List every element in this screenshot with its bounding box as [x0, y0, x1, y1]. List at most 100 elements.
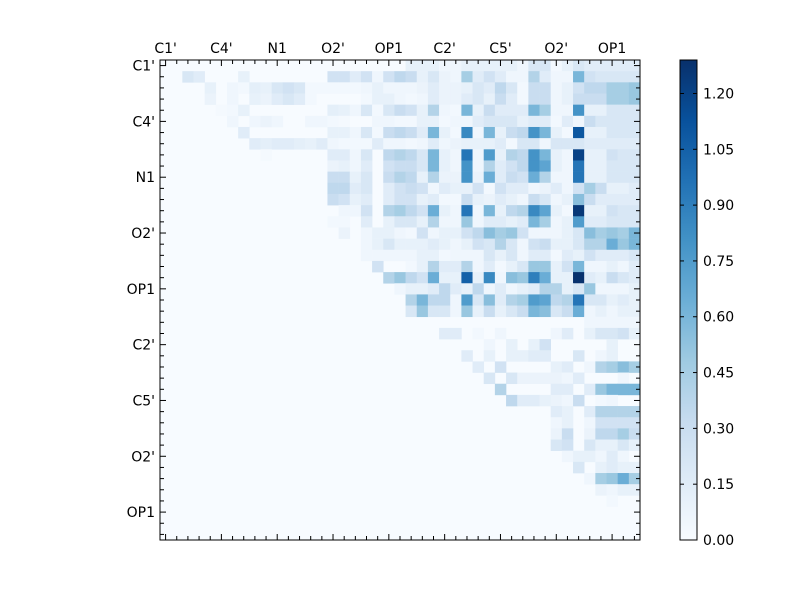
- heatmap-cell: [416, 193, 429, 206]
- heatmap-cell: [517, 394, 529, 407]
- heatmap-cell: [561, 428, 574, 440]
- heatmap-cell: [316, 115, 328, 128]
- heatmap-cell: [584, 428, 596, 440]
- heatmap-cell: [416, 205, 429, 217]
- heatmap-cell: [483, 138, 496, 150]
- heatmap-cell: [338, 104, 351, 117]
- heatmap-cell: [439, 149, 451, 161]
- heatmap-cell: [450, 71, 462, 83]
- heatmap-cell: [305, 82, 317, 94]
- heatmap-cell: [450, 182, 462, 195]
- heatmap-cell: [394, 193, 406, 206]
- x-tick-label: OP1: [375, 41, 403, 57]
- heatmap-cell: [550, 428, 563, 440]
- heatmap-cell: [349, 205, 362, 217]
- heatmap-cell: [394, 227, 406, 239]
- heatmap-cell: [282, 93, 295, 105]
- heatmap-cell: [550, 238, 563, 251]
- heatmap-cell: [360, 71, 373, 83]
- heatmap-cell: [483, 305, 496, 318]
- heatmap-cell: [483, 372, 496, 385]
- heatmap-cell: [606, 82, 618, 94]
- heatmap-cell: [628, 406, 641, 418]
- heatmap-cell: [472, 160, 485, 172]
- heatmap-cell: [416, 182, 429, 195]
- heatmap-cell: [405, 283, 418, 295]
- heatmap-cell: [327, 182, 339, 195]
- heatmap-cell: [494, 115, 507, 128]
- heatmap-cell: [584, 283, 596, 295]
- heatmap-cell: [595, 60, 607, 72]
- heatmap-cell: [550, 406, 563, 418]
- heatmap-cell: [584, 473, 596, 485]
- heatmap-cell: [573, 372, 585, 385]
- heatmap-cell: [461, 350, 473, 362]
- heatmap-cell: [427, 238, 440, 251]
- heatmap-cell: [405, 272, 418, 284]
- heatmap-cell: [606, 138, 618, 150]
- heatmap-cell: [360, 216, 373, 228]
- heatmap-cell: [506, 171, 518, 184]
- y-tick-label: OP1: [127, 282, 155, 298]
- heatmap-cell: [405, 138, 418, 150]
- heatmap-cell: [405, 82, 418, 94]
- heatmap-cell: [584, 149, 596, 161]
- heatmap-cell: [483, 93, 496, 105]
- heatmap-cell: [550, 138, 563, 150]
- heatmap-cell: [271, 115, 284, 128]
- heatmap-cell: [606, 283, 618, 295]
- heatmap-cell: [427, 104, 440, 117]
- heatmap-cell: [327, 82, 339, 94]
- heatmap-cell: [472, 138, 485, 150]
- heatmap-cell: [528, 60, 540, 72]
- heatmap-cell: [606, 294, 618, 306]
- heatmap-cell: [628, 327, 641, 340]
- heatmap-cell: [494, 383, 507, 396]
- heatmap-cell: [293, 93, 306, 105]
- heatmap-cell: [561, 182, 574, 195]
- heatmap-cell: [494, 361, 507, 373]
- heatmap-cell: [628, 484, 641, 496]
- heatmap-cell: [528, 205, 540, 217]
- heatmap-cell: [483, 283, 496, 295]
- heatmap-cell: [573, 71, 585, 83]
- heatmap-cell: [461, 205, 473, 217]
- heatmap-cell: [394, 138, 406, 150]
- heatmap-cell: [383, 272, 395, 284]
- heatmap-cell: [550, 216, 563, 228]
- heatmap-cell: [561, 216, 574, 228]
- heatmap-cell: [506, 249, 518, 262]
- heatmap-cell: [461, 126, 473, 139]
- heatmap-cell: [349, 160, 362, 172]
- heatmap-cell: [472, 249, 485, 262]
- heatmap-cell: [606, 160, 618, 172]
- heatmap-cell: [617, 138, 630, 150]
- colorbar-tick-label: 1.20: [703, 86, 734, 102]
- heatmap-cell: [517, 71, 529, 83]
- heatmap-cell: [606, 383, 618, 396]
- heatmap-cell: [461, 272, 473, 284]
- heatmap-cell: [461, 227, 473, 239]
- heatmap-cell: [483, 272, 496, 284]
- heatmap-cell: [528, 93, 540, 105]
- heatmap-cell: [628, 428, 641, 440]
- heatmap-cell: [573, 182, 585, 195]
- heatmap-cell: [517, 138, 529, 150]
- heatmap-cell: [606, 484, 618, 496]
- heatmap-cell: [617, 316, 630, 329]
- heatmap-cell: [327, 115, 339, 128]
- heatmap-cell: [595, 71, 607, 83]
- heatmap-cell: [617, 406, 630, 418]
- heatmap-cell: [383, 126, 395, 139]
- heatmap-cell: [427, 115, 440, 128]
- heatmap-cell: [483, 160, 496, 172]
- heatmap-cell: [573, 205, 585, 217]
- heatmap-cell: [383, 71, 395, 83]
- heatmap-cell: [439, 205, 451, 217]
- heatmap-cell: [472, 82, 485, 94]
- heatmap-cell: [416, 160, 429, 172]
- heatmap-cell: [517, 260, 529, 273]
- heatmap-cell: [338, 115, 351, 128]
- x-tick-label: C2': [433, 41, 456, 57]
- heatmap-cell: [584, 439, 596, 451]
